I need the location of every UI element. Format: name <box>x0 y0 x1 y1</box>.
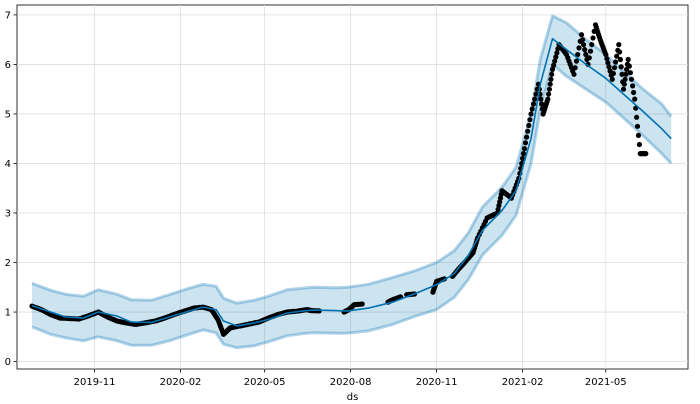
observed-point <box>635 132 642 138</box>
observed-point <box>618 64 624 70</box>
y-tick-label: 7 <box>5 10 11 21</box>
observed-point <box>573 58 580 64</box>
observed-point <box>583 51 589 58</box>
x-tick-label: 2021-05 <box>585 377 627 388</box>
forecast-line <box>31 37 672 327</box>
observed-point <box>590 35 596 41</box>
observed-point <box>545 96 551 102</box>
observed-point <box>621 81 627 87</box>
x-tick-label: 2020-08 <box>330 377 372 388</box>
observed-point <box>527 117 533 123</box>
observed-point <box>578 32 585 38</box>
x-tick-label: 2019-11 <box>74 377 116 388</box>
y-tick-label: 3 <box>5 209 11 220</box>
observed-point <box>526 122 532 129</box>
observed-point <box>522 140 529 146</box>
uncertainty-upper-edge <box>31 14 673 305</box>
observed-point <box>617 49 623 55</box>
x-tick-label: 2021-02 <box>502 377 544 388</box>
observed-point <box>603 51 609 58</box>
observed-point <box>549 66 556 72</box>
observed-point <box>630 83 636 89</box>
observed-point <box>643 151 649 157</box>
y-tick-label: 6 <box>5 60 11 71</box>
observed-point <box>610 70 617 77</box>
y-axis-ticks: 0 1 2 3 4 5 6 7 <box>5 10 17 368</box>
observed-point <box>622 76 628 82</box>
uncertainty-lower-edge <box>31 62 673 350</box>
observed-point <box>528 111 534 117</box>
observed-point <box>549 71 555 77</box>
observed-point <box>359 301 365 307</box>
observed-point <box>581 42 587 48</box>
observed-point <box>546 91 552 97</box>
observed-point <box>586 55 592 61</box>
observed-point <box>538 96 544 102</box>
observed-point <box>539 101 545 107</box>
y-tick-label: 4 <box>5 159 11 170</box>
observed-point <box>525 128 531 134</box>
observed-point <box>575 51 581 58</box>
observed-point <box>634 123 641 129</box>
y-tick-label: 2 <box>5 258 11 269</box>
observed-point <box>529 106 535 112</box>
x-tick-label: 2020-05 <box>244 377 286 388</box>
observed-point <box>524 134 530 140</box>
observed-point <box>580 37 586 43</box>
observed-point <box>521 146 528 152</box>
observed-point <box>620 86 627 92</box>
observed-point <box>636 141 643 148</box>
observed-point <box>587 48 594 54</box>
observed-point <box>606 64 612 70</box>
observed-point <box>572 65 578 71</box>
observed-point <box>611 65 618 71</box>
observed-point <box>546 86 553 92</box>
x-axis-label: ds <box>347 392 359 403</box>
observed-point <box>619 71 625 77</box>
observed-point <box>614 53 620 59</box>
observed-point <box>571 71 577 77</box>
grid-lines <box>17 5 688 369</box>
y-tick-label: 1 <box>5 308 11 319</box>
y-tick-label: 0 <box>5 357 11 368</box>
observed-point <box>613 59 619 65</box>
observed-point <box>520 155 526 162</box>
observed-point <box>625 56 631 63</box>
observed-point <box>634 114 640 120</box>
observed-point <box>547 81 553 87</box>
observed-point <box>533 91 539 97</box>
observed-point <box>552 58 558 64</box>
observed-point <box>576 45 582 51</box>
observed-point <box>605 60 611 66</box>
observed-point <box>626 63 632 69</box>
observed-point <box>609 76 615 82</box>
observed-point <box>628 76 635 82</box>
observed-point <box>623 71 629 77</box>
observed-point <box>520 151 527 157</box>
observed-point <box>551 62 557 68</box>
observed-point <box>532 96 538 102</box>
observed-point <box>548 76 554 82</box>
observed-point <box>554 50 560 56</box>
observed-point <box>582 47 588 53</box>
observed-point <box>604 56 610 62</box>
observed-point <box>627 70 634 76</box>
observed-point <box>617 56 624 63</box>
observed-point <box>553 54 559 60</box>
observed-point <box>631 89 637 96</box>
x-axis-ticks: 2019-11 2020-02 2020-05 2020-08 2020-11 2021-… <box>74 369 627 388</box>
observed-point <box>589 42 595 48</box>
x-tick-label: 2020-11 <box>416 377 458 388</box>
observed-point <box>632 96 638 102</box>
observed-point <box>616 42 622 48</box>
x-tick-label: 2020-02 <box>160 377 202 388</box>
observed-point <box>530 101 537 107</box>
y-tick-label: 5 <box>5 109 11 120</box>
